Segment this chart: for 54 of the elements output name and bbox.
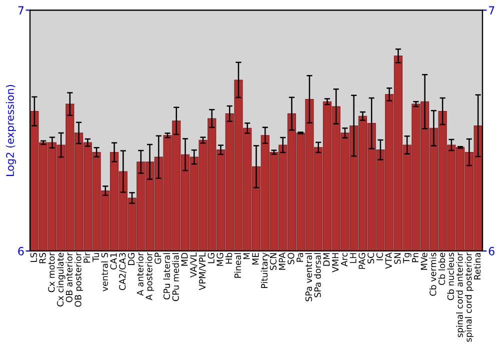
x-tick-label: VPM/VPL [199, 252, 206, 290]
x-tick-label: M [243, 253, 250, 260]
x-tick-label: spinal cord anterior [456, 252, 465, 338]
x-tick-label: MPA [278, 252, 286, 270]
y2-tick-label: 7 [488, 6, 494, 14]
x-tick-label: MG [216, 253, 224, 266]
x-tick-label: DG [128, 253, 135, 265]
x-tick-label: SPa ventral [305, 253, 312, 302]
x-tick-label: PAG [358, 253, 366, 269]
x-tick-label: VTA [385, 252, 392, 269]
x-tick-label: LS [30, 252, 37, 262]
x-tick-label: A anterior [136, 252, 144, 296]
x-tick-label: Tg [403, 253, 412, 264]
x-tick-label: Pa [296, 253, 304, 262]
x-tick-label: IC [376, 252, 384, 260]
x-tick-label: VA/VL [190, 252, 198, 278]
x-tick-label: DM [323, 253, 330, 266]
x-tick-label: CA2/CA3 [119, 253, 126, 290]
x-tick-label: VMH [332, 253, 339, 272]
x-tick-label: CPu lateral [163, 253, 170, 300]
x-tick-label: SCN [270, 253, 277, 270]
x-tick-label: Pir [83, 252, 90, 263]
x-tick-label: Pineal [234, 253, 242, 278]
x-tick-label: GP [154, 252, 162, 264]
x-tick-label: LG [208, 253, 214, 264]
x-tick-label: Hb [225, 252, 232, 264]
x-tick-label: Cb lobe [438, 252, 446, 286]
x-tick-label: spinal cord posterior [464, 252, 474, 342]
x-tick-label: OB anterior [66, 252, 72, 302]
x-tick-label: CPu medial [172, 253, 179, 302]
x-tick-label: SC [368, 252, 374, 264]
x-tick-label: SN [394, 253, 401, 264]
x-tick-label: Pituitary [260, 252, 270, 288]
x-tick-label: Arc [341, 252, 348, 266]
x-tick-label: ME [252, 252, 259, 265]
x-tick-label: CA1 [110, 253, 117, 270]
x-tick-label: SO [288, 252, 294, 264]
x-tick-label: RS [39, 252, 46, 264]
x-tick-label: ventral S [101, 252, 108, 292]
x-tick-label: Pn [412, 253, 418, 262]
x-tick-label: Cx cingulate [56, 252, 66, 306]
x-tick-label: Cx motor [48, 252, 55, 292]
x-tick-label: Tu [92, 253, 100, 262]
x-tick-label: Retina [474, 253, 481, 280]
y-axis-title: Log2 (expression) [6, 85, 16, 176]
x-tick-label: MD [181, 252, 188, 266]
x-tick-label: SPa dorsal [314, 253, 321, 298]
x-tick-label: Cb vermis [429, 252, 436, 296]
y2-tick-label: 6 [488, 246, 494, 256]
x-tick-label: OB posterior [74, 252, 84, 307]
x-tick-label: LH [350, 253, 356, 263]
x-tick-label: MVe [420, 252, 428, 270]
x-tick-label: Cb nucleus [447, 252, 454, 300]
x-tick-label: A posterior [146, 252, 154, 300]
